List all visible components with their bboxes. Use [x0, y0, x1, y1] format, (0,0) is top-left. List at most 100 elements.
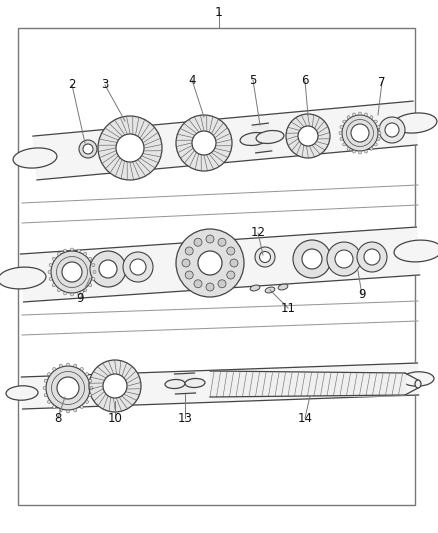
Circle shape [358, 112, 361, 115]
Circle shape [259, 252, 271, 262]
Circle shape [84, 252, 87, 255]
Ellipse shape [250, 285, 260, 291]
Circle shape [377, 138, 380, 141]
Circle shape [192, 131, 216, 155]
Circle shape [370, 116, 373, 119]
Circle shape [343, 120, 346, 123]
Circle shape [57, 289, 60, 292]
Text: 3: 3 [101, 78, 109, 92]
Ellipse shape [278, 284, 288, 290]
Circle shape [71, 293, 74, 296]
Ellipse shape [185, 378, 205, 387]
Circle shape [74, 409, 77, 412]
Circle shape [185, 271, 193, 279]
Circle shape [370, 147, 373, 150]
Circle shape [67, 363, 70, 366]
Circle shape [90, 386, 93, 390]
Circle shape [364, 249, 380, 265]
Text: 10: 10 [108, 411, 123, 424]
Circle shape [339, 132, 342, 134]
Circle shape [347, 147, 350, 150]
Circle shape [62, 262, 82, 282]
Ellipse shape [13, 148, 57, 168]
Circle shape [83, 144, 93, 154]
Polygon shape [21, 227, 420, 302]
Circle shape [347, 116, 350, 119]
Circle shape [46, 366, 90, 410]
Circle shape [92, 263, 95, 266]
Circle shape [89, 257, 92, 260]
Text: 5: 5 [249, 74, 257, 86]
Circle shape [48, 271, 51, 273]
Circle shape [52, 257, 55, 260]
Ellipse shape [240, 133, 268, 146]
Circle shape [218, 238, 226, 246]
Circle shape [298, 126, 318, 146]
Circle shape [49, 263, 52, 266]
Circle shape [206, 235, 214, 243]
Circle shape [49, 278, 52, 280]
Circle shape [64, 292, 67, 295]
Circle shape [385, 123, 399, 137]
Polygon shape [252, 123, 272, 153]
Text: 9: 9 [76, 293, 84, 305]
Circle shape [89, 360, 141, 412]
Circle shape [52, 284, 55, 287]
Ellipse shape [165, 379, 185, 389]
Ellipse shape [394, 240, 438, 262]
Circle shape [80, 406, 83, 408]
Circle shape [93, 271, 96, 273]
Circle shape [230, 259, 238, 267]
Circle shape [43, 386, 46, 390]
Circle shape [57, 377, 79, 399]
Circle shape [89, 284, 92, 287]
Circle shape [47, 373, 50, 376]
Ellipse shape [256, 131, 284, 143]
Circle shape [57, 252, 60, 255]
Circle shape [343, 143, 346, 146]
Text: 4: 4 [188, 74, 196, 86]
Text: 9: 9 [358, 288, 366, 302]
Circle shape [342, 115, 378, 151]
Circle shape [198, 251, 222, 275]
Circle shape [47, 400, 50, 403]
Circle shape [78, 292, 81, 295]
Circle shape [194, 238, 202, 246]
Circle shape [103, 374, 127, 398]
Ellipse shape [265, 287, 275, 293]
Polygon shape [33, 101, 417, 180]
Text: 6: 6 [301, 75, 309, 87]
Circle shape [80, 367, 83, 370]
Circle shape [227, 271, 235, 279]
Circle shape [286, 114, 330, 158]
Ellipse shape [393, 113, 437, 133]
Circle shape [98, 116, 162, 180]
Circle shape [194, 280, 202, 288]
Circle shape [182, 259, 190, 267]
Circle shape [51, 251, 93, 293]
Circle shape [74, 364, 77, 367]
Text: 13: 13 [177, 411, 192, 424]
Circle shape [218, 280, 226, 288]
Circle shape [293, 240, 331, 278]
Circle shape [59, 364, 62, 367]
Text: 8: 8 [54, 411, 62, 424]
Circle shape [379, 117, 405, 143]
Circle shape [130, 259, 146, 275]
Circle shape [71, 248, 74, 251]
Bar [18, 28, 415, 505]
Circle shape [85, 400, 88, 403]
Circle shape [364, 150, 367, 153]
Circle shape [176, 115, 232, 171]
Text: 14: 14 [297, 411, 312, 424]
Circle shape [79, 140, 97, 158]
Circle shape [44, 394, 47, 397]
Circle shape [90, 251, 126, 287]
Circle shape [44, 379, 47, 382]
Circle shape [85, 373, 88, 376]
Circle shape [302, 249, 322, 269]
Polygon shape [21, 363, 419, 409]
Text: 12: 12 [251, 227, 265, 239]
Circle shape [255, 247, 275, 267]
Circle shape [92, 278, 95, 280]
